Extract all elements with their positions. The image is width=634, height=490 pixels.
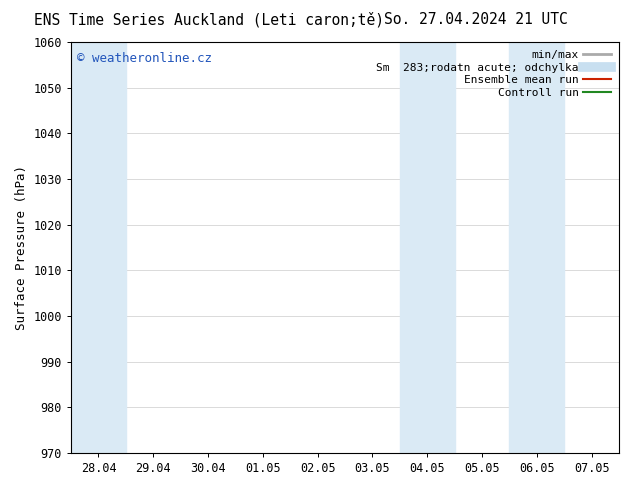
Text: ENS Time Series Auckland (Leti caron;tě): ENS Time Series Auckland (Leti caron;tě) (34, 12, 384, 28)
Text: © weatheronline.cz: © weatheronline.cz (77, 52, 212, 65)
Bar (71, 42, 126, 453)
Y-axis label: Surface Pressure (hPa): Surface Pressure (hPa) (15, 165, 28, 330)
Bar (509, 42, 564, 453)
Legend: min/max, Sm  283;rodatn acute; odchylka, Ensemble mean run, Controll run: min/max, Sm 283;rodatn acute; odchylka, … (374, 48, 614, 100)
Bar (400, 42, 455, 453)
Text: So. 27.04.2024 21 UTC: So. 27.04.2024 21 UTC (384, 12, 567, 27)
